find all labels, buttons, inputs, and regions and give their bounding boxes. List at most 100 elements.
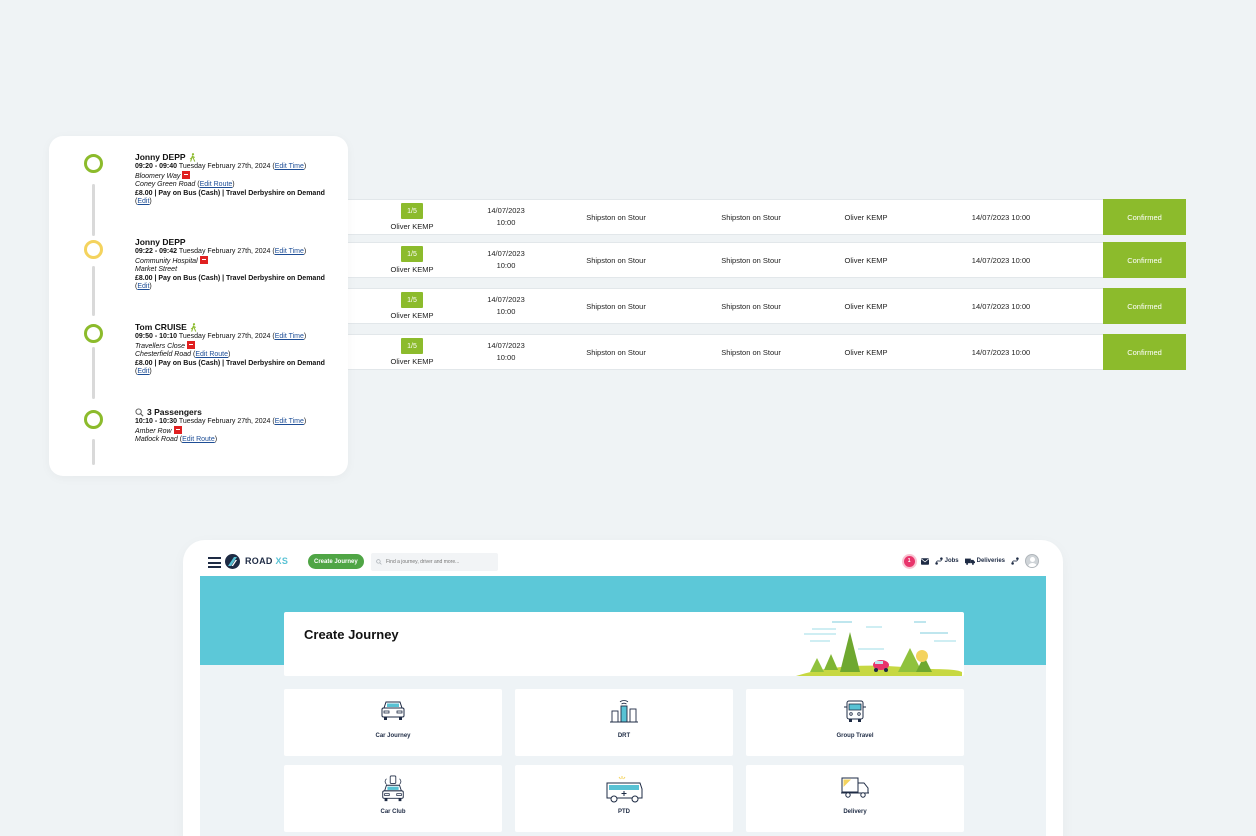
datetime-cell: 14/07/2023 10:00 bbox=[971, 255, 1031, 265]
edit-link[interactable]: Edit bbox=[137, 198, 150, 206]
journey-row[interactable]: 1/5 Oliver KEMP 14/07/2023 10:00 Shipston… bbox=[290, 334, 1186, 370]
timeline-connector bbox=[92, 266, 95, 316]
edit-route-link[interactable]: Edit Route bbox=[182, 436, 215, 444]
route-icon[interactable] bbox=[1011, 557, 1019, 565]
delivery-truck-icon bbox=[841, 777, 869, 798]
row-driver-small: Oliver KEMP bbox=[390, 265, 434, 274]
journey-date: Tuesday February 27th, 2024 bbox=[178, 333, 271, 340]
edit-route-link[interactable]: Edit Route bbox=[195, 351, 228, 359]
car-club-icon bbox=[382, 775, 404, 802]
tile-group-travel[interactable]: Group Travel bbox=[746, 689, 964, 756]
edit-link[interactable]: Edit bbox=[137, 283, 150, 291]
timeline-entry: 3 Passengers 10:10 - 10:30 Tuesday Febru… bbox=[135, 407, 307, 444]
occupancy-cell: 1/5 Oliver KEMP bbox=[381, 289, 443, 323]
tile-drt[interactable]: DRT bbox=[515, 689, 733, 756]
dropoff-location: Coney Green Road bbox=[135, 181, 196, 189]
row-time: 10:00 bbox=[496, 353, 516, 362]
route-icon bbox=[934, 557, 943, 565]
search-icon bbox=[376, 559, 382, 565]
row-driver-small: Oliver KEMP bbox=[390, 357, 434, 366]
jobs-label: Jobs bbox=[944, 558, 959, 564]
tile-label: Group Travel bbox=[836, 733, 874, 739]
status-button[interactable]: Confirmed bbox=[1103, 334, 1186, 370]
create-journey-button[interactable]: Create Journey bbox=[308, 554, 364, 569]
tile-ptd[interactable]: PTD bbox=[515, 765, 733, 832]
status-button[interactable]: Confirmed bbox=[1103, 288, 1186, 324]
page-title: Create Journey bbox=[304, 627, 399, 642]
rail-station-icon bbox=[173, 425, 182, 434]
ambulance-icon bbox=[606, 776, 643, 803]
fare-info: £8.00 | Pay on Bus (Cash) | Travel Derby… bbox=[135, 189, 325, 197]
tile-label: PTD bbox=[618, 809, 630, 815]
timeline-entry: Tom CRUISE 09:50 - 10:10 Tuesday Februar… bbox=[135, 322, 325, 376]
car-icon bbox=[381, 701, 405, 720]
edit-time-link[interactable]: Edit Time bbox=[274, 333, 304, 340]
from-cell: Shipston on Stour bbox=[586, 347, 646, 357]
from-cell: Shipston on Stour bbox=[586, 301, 646, 311]
date-cell: 14/07/2023 10:00 bbox=[471, 243, 541, 277]
edit-time-link[interactable]: Edit Time bbox=[274, 163, 304, 170]
tile-car-journey[interactable]: Car Journey bbox=[284, 689, 502, 756]
occupancy-cell: 1/5 Oliver KEMP bbox=[381, 200, 443, 234]
journey-row[interactable]: 1/5 Oliver KEMP 14/07/2023 10:00 Shipston… bbox=[290, 242, 1186, 278]
app-window: ROAD XS Create Journey 1 Jobs Deliveries… bbox=[183, 540, 1063, 836]
time-range: 09:50 - 10:10 bbox=[135, 333, 178, 340]
occupancy-badge: 1/5 bbox=[401, 338, 423, 354]
edit-link[interactable]: Edit bbox=[137, 368, 150, 376]
timeline-stop-marker bbox=[84, 154, 103, 173]
status-button[interactable]: Confirmed bbox=[1103, 199, 1186, 235]
create-journey-header-card: Create Journey bbox=[284, 612, 964, 676]
fare-info: £8.00 | Pay on Bus (Cash) | Travel Derby… bbox=[135, 359, 325, 367]
user-avatar[interactable] bbox=[1025, 554, 1039, 568]
dropoff-location: Chesterfield Road bbox=[135, 351, 192, 359]
time-range: 09:20 - 09:40 bbox=[135, 163, 178, 170]
driver-cell: Oliver KEMP bbox=[844, 255, 888, 265]
mail-icon[interactable] bbox=[920, 557, 929, 565]
truck-icon bbox=[964, 558, 975, 565]
search-icon bbox=[135, 408, 144, 417]
from-cell: Shipston on Stour bbox=[586, 212, 646, 222]
brand-logo-text[interactable]: ROAD XS bbox=[245, 556, 288, 566]
brand-road: ROAD bbox=[245, 556, 273, 566]
landscape-illustration bbox=[796, 621, 962, 676]
timeline-stop-marker bbox=[84, 324, 103, 343]
passenger-name: Tom CRUISE bbox=[135, 322, 187, 332]
tile-label: Car Club bbox=[380, 809, 406, 815]
status-button[interactable]: Confirmed bbox=[1103, 242, 1186, 278]
row-time: 10:00 bbox=[496, 261, 516, 270]
row-date: 14/07/2023 bbox=[487, 341, 525, 350]
datetime-cell: 14/07/2023 10:00 bbox=[971, 212, 1031, 222]
to-cell: Shipston on Stour bbox=[721, 347, 781, 357]
timeline-connector bbox=[92, 347, 95, 399]
menu-icon[interactable] bbox=[208, 557, 221, 568]
journey-row[interactable]: 1/5 Oliver KEMP 14/07/2023 10:00 Shipston… bbox=[290, 288, 1186, 324]
edit-route-link[interactable]: Edit Route bbox=[199, 181, 233, 189]
timeline-stop-marker bbox=[84, 410, 103, 429]
jobs-menu[interactable]: Jobs bbox=[934, 557, 959, 565]
tile-label: DRT bbox=[617, 733, 631, 739]
rail-station-icon bbox=[182, 170, 191, 179]
main-content: Create Journey bbox=[200, 576, 1046, 836]
tile-car-club[interactable]: Car Club bbox=[284, 765, 502, 832]
timeline-connector bbox=[92, 439, 95, 465]
journey-date: Tuesday February 27th, 2024 bbox=[178, 163, 271, 170]
search-box[interactable] bbox=[371, 553, 498, 571]
row-time: 10:00 bbox=[496, 218, 516, 227]
toolbar-right: 1 Jobs Deliveries bbox=[903, 553, 1039, 569]
tile-label: Delivery bbox=[843, 809, 867, 815]
tile-delivery[interactable]: Delivery bbox=[746, 765, 964, 832]
passenger-name: Jonny DEPP bbox=[135, 152, 186, 162]
walking-icon bbox=[189, 153, 195, 162]
edit-time-link[interactable]: Edit Time bbox=[274, 418, 304, 425]
edit-time-link[interactable]: Edit Time bbox=[274, 248, 304, 255]
driver-cell: Oliver KEMP bbox=[844, 347, 888, 357]
deliveries-menu[interactable]: Deliveries bbox=[964, 558, 1005, 565]
passenger-name: Jonny DEPP bbox=[135, 237, 186, 247]
notification-badge[interactable]: 1 bbox=[903, 555, 915, 567]
journey-date: Tuesday February 27th, 2024 bbox=[178, 248, 271, 255]
row-date: 14/07/2023 bbox=[487, 206, 525, 215]
search-input[interactable] bbox=[386, 559, 496, 565]
row-date: 14/07/2023 bbox=[487, 295, 525, 304]
timeline-connector bbox=[92, 184, 95, 236]
journey-row[interactable]: 1/5 Oliver KEMP 14/07/2023 10:00 Shipston… bbox=[290, 199, 1186, 235]
